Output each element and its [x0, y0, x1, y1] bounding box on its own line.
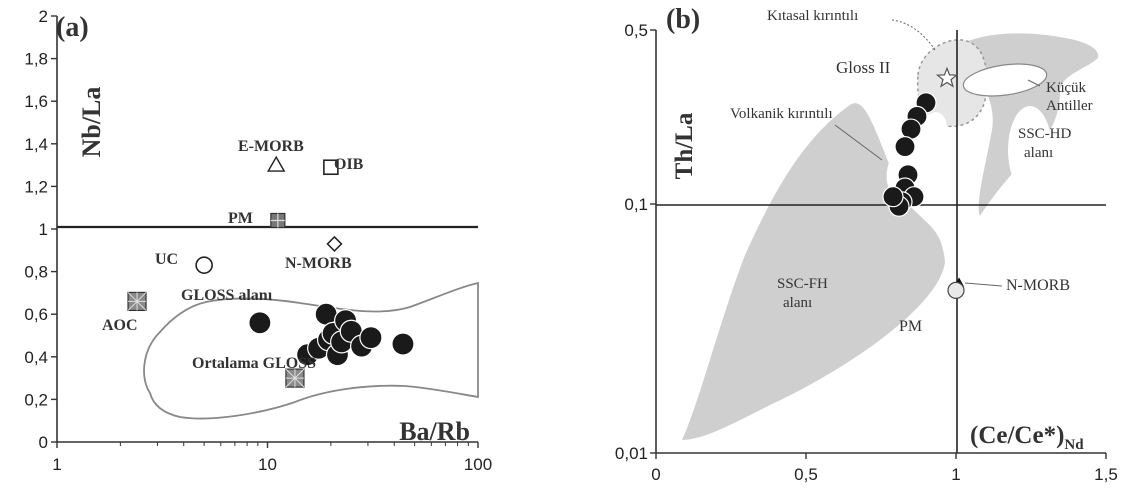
b-x-tick-label: 0: [651, 465, 660, 484]
label-ssc-fh-1: SSC-FH: [777, 276, 828, 292]
b-x-tick-label: 1: [951, 465, 960, 484]
label-kucuk-2: Antiller: [1046, 98, 1093, 114]
label-volkanik: Volkanik kırıntılı: [730, 106, 833, 122]
label-ssc-hd-1: SSC-HD: [1018, 126, 1072, 142]
ref-gloss-ii-b-marker: [935, 66, 959, 88]
ref-uc-marker: [195, 256, 213, 275]
ref-ortalama-gloss-marker: [285, 368, 305, 388]
ref-pm-b-marker: [947, 281, 965, 299]
label-aoc: AOC: [102, 317, 138, 334]
a-x-tick-label: 100: [464, 455, 492, 474]
a-samples: [248, 302, 415, 367]
b-y-tick-label: 0,5: [624, 21, 648, 40]
a-y-tick-label: 2: [39, 7, 48, 26]
gloss-region: [143, 281, 479, 420]
sample-point: [248, 311, 272, 335]
b-samples: [882, 92, 937, 217]
a-x-title: Ba/Rb: [399, 417, 470, 446]
label-ortalama-gloss-line-1: Ortalama GLOSS: [192, 355, 316, 372]
b-x-title-sub: Nd: [1064, 437, 1084, 453]
b-x-title: (Ce/Ce*)Nd: [970, 422, 1084, 453]
pointer-volkanik: [834, 124, 883, 161]
pointer-kucuk: [1027, 79, 1041, 87]
ref-pm-marker: [270, 212, 286, 229]
a-y-title: Nb/La: [77, 87, 106, 158]
ref-oib-marker: [323, 159, 339, 176]
pointer-kitasal: [891, 19, 936, 51]
sample-point: [391, 332, 415, 356]
panel-b-label: (b): [666, 4, 700, 35]
panel-b: (b) 0,01 0,1 0,5 0 0,5 1 1,5 Kıtasal kırıntılı…: [615, 4, 1118, 484]
b-x-tick-label: 1,5: [1094, 465, 1118, 484]
label-pm-b: PM: [899, 318, 922, 335]
label-n-morb-b: N-MORB: [1006, 277, 1070, 294]
a-x-tick-label: 10: [258, 455, 277, 474]
b-x-tick-label: 0,5: [794, 465, 818, 484]
b-x-title-main: (Ce/Ce*): [970, 422, 1064, 449]
panel-a: (a) 0 0,2 0,4 0,6 0,8 1 1,2 1,4 1,6 1,8 2 1 10 100 E-…: [24, 7, 492, 474]
label-ssc-hd-2: alanı: [1024, 145, 1053, 161]
b-reference-points: [935, 66, 965, 299]
label-ortalama-gloss: Ortalama GLOSS: [192, 355, 316, 372]
label-oib: OIB: [334, 156, 364, 173]
label-ssc-fh-2: alanı: [783, 295, 812, 311]
a-y-tick-label: 0,4: [24, 348, 48, 367]
b-y-title: Th/La: [671, 112, 698, 179]
a-y-tick-label: 0,2: [24, 390, 48, 409]
region-gloss-ii: [962, 63, 1048, 97]
a-ticks: 0 0,2 0,4 0,6 0,8 1 1,2 1,4 1,6 1,8 2 1 10 100: [24, 7, 492, 474]
a-y-tick-label: 1,8: [24, 50, 48, 69]
region-ssc-fh: [682, 103, 945, 441]
a-y-tick-label: 1,2: [24, 177, 48, 196]
ref-n-morb-marker: [326, 235, 343, 252]
label-gloss-ii: Gloss II: [836, 58, 891, 77]
label-uc: UC: [155, 251, 178, 268]
sample-point: [359, 326, 383, 350]
label-pm-a: PM: [228, 210, 253, 227]
label-gloss-alani: GLOSS alanı: [181, 287, 273, 304]
a-reference-points: [127, 155, 343, 388]
a-y-tick-label: 1: [39, 220, 48, 239]
b-y-tick-label: 0,01: [615, 444, 648, 463]
a-y-tick-label: 0: [39, 433, 48, 452]
a-y-tick-label: 0,8: [24, 263, 48, 282]
a-x-tick-label: 1: [52, 455, 61, 474]
ref-e-morb-marker: [267, 155, 286, 172]
label-e-morb: E-MORB: [238, 138, 304, 155]
pointer-n-morb: [964, 282, 1003, 287]
label-kucuk-1: Küçük: [1046, 80, 1086, 96]
b-y-tick-label: 0,1: [624, 195, 648, 214]
b-ticks: 0,01 0,1 0,5 0 0,5 1 1,5: [615, 21, 1118, 484]
a-y-tick-label: 1,6: [24, 92, 48, 111]
label-kitasal: Kıtasal kırıntılı: [767, 8, 858, 24]
sample-point: [894, 136, 916, 158]
sample-point: [882, 186, 904, 208]
ref-aoc-marker: [127, 291, 147, 312]
panel-a-label: (a): [56, 12, 89, 43]
region-ssc-hd-inner: [1008, 106, 1052, 194]
a-y-tick-label: 0,6: [24, 305, 48, 324]
sample-point: [900, 118, 922, 140]
a-y-tick-label: 1,4: [24, 135, 48, 154]
label-n-morb-a: N-MORB: [285, 255, 352, 272]
